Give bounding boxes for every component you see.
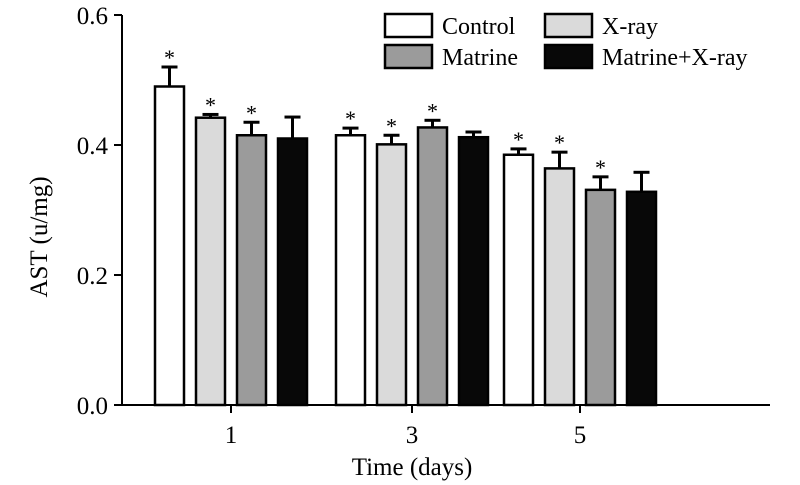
- legend-label: Matrine: [442, 45, 518, 71]
- legend: Control X-ray Matrine Matrine+X-ray: [383, 12, 747, 71]
- x-tick-label: 3: [406, 422, 419, 449]
- y-axis-title: AST (u/mg): [26, 176, 53, 297]
- significance-star: *: [595, 155, 606, 180]
- bar: [334, 134, 367, 407]
- bars: * * * * * * * * *: [153, 45, 658, 407]
- bar: [194, 116, 227, 407]
- bar: [276, 137, 309, 407]
- legend-label: Matrine+X-ray: [602, 45, 747, 71]
- bar: [416, 126, 449, 407]
- legend-swatch: [543, 12, 594, 39]
- significance-star: *: [345, 106, 356, 131]
- legend-swatch: [383, 12, 434, 39]
- legend-label: X-ray: [602, 14, 658, 40]
- bar: [543, 167, 576, 407]
- bar: [584, 188, 617, 407]
- bar: [375, 143, 408, 407]
- legend-swatch: [383, 43, 434, 70]
- bar: [502, 153, 535, 407]
- y-tick-label: 0.6: [77, 3, 108, 30]
- significance-star: *: [164, 45, 175, 70]
- bar: [457, 135, 490, 407]
- legend-swatch: [543, 43, 594, 70]
- legend-label: Control: [442, 14, 516, 40]
- significance-star: *: [513, 127, 524, 152]
- x-tick-label: 5: [574, 422, 587, 449]
- significance-star: *: [246, 100, 257, 125]
- y-tick-label: 0.0: [77, 393, 108, 420]
- bar: [235, 134, 268, 407]
- significance-star: *: [386, 113, 397, 138]
- significance-star: *: [205, 92, 216, 117]
- x-axis-title: Time (days): [352, 454, 473, 481]
- axes: 0.0 0.2 0.4 0.6 1 3 5: [77, 3, 770, 449]
- y-tick-label: 0.4: [77, 133, 109, 160]
- x-tick-label: 1: [225, 422, 238, 449]
- bar: [625, 190, 658, 407]
- significance-star: *: [554, 130, 565, 155]
- significance-star: *: [427, 98, 438, 123]
- bar: [153, 85, 186, 407]
- y-tick-label: 0.2: [77, 263, 108, 290]
